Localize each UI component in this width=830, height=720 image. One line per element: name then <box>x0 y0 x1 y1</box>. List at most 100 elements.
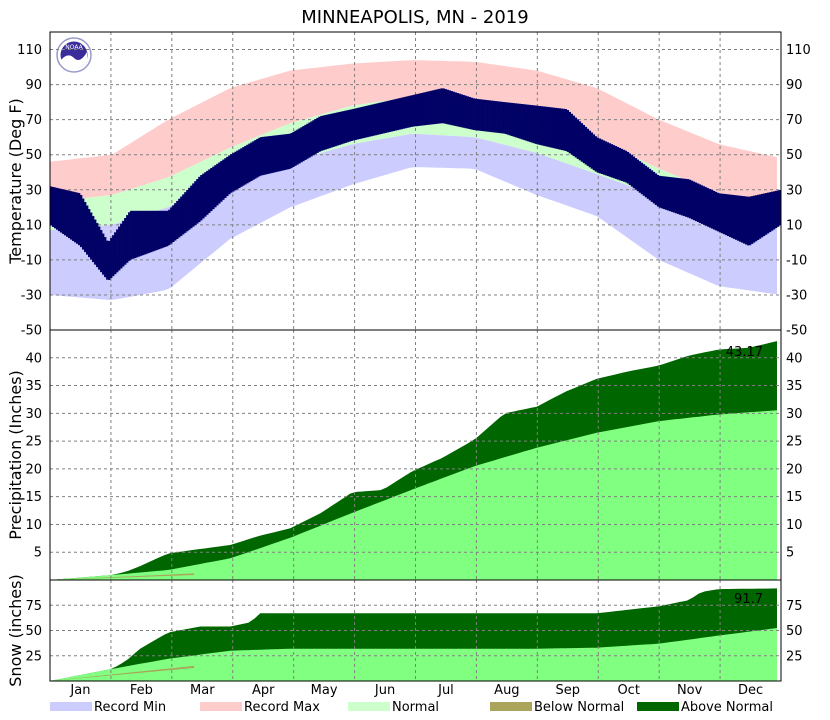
observed-temp-bar <box>268 136 271 174</box>
observed-temp-bar <box>148 210 151 253</box>
observed-temp-bar <box>328 114 331 149</box>
observed-temp-bar <box>536 105 539 145</box>
observed-temp-bar <box>694 182 698 222</box>
observed-temp-bar <box>146 210 149 254</box>
observed-temp-bar <box>118 226 121 271</box>
observed-temp-bar <box>220 161 223 202</box>
observed-temp-bar <box>226 156 229 197</box>
observed-temp-bar <box>758 194 762 239</box>
observed-temp-bar <box>608 143 612 177</box>
observed-temp-bar <box>634 158 638 190</box>
record-min-band <box>50 133 777 300</box>
observed-temp-bar <box>532 105 535 144</box>
observed-temp-bar <box>200 175 203 221</box>
y-tick-label-right: 75 <box>786 599 803 614</box>
y-tick-label-left: 110 <box>17 43 42 58</box>
observed-temp-bar <box>332 113 335 147</box>
y-tick-label-right: 20 <box>786 462 803 477</box>
y-tick-label-left: 25 <box>25 649 42 664</box>
observed-temp-bar <box>524 104 527 141</box>
observed-temp-bar <box>708 189 712 228</box>
observed-temp-bar <box>196 179 199 224</box>
y-tick-label-left: 30 <box>25 407 42 422</box>
observed-temp-bar <box>664 176 668 210</box>
observed-temp-bar <box>484 99 487 132</box>
legend-label: Record Min <box>94 700 166 715</box>
observed-temp-bar <box>764 193 768 235</box>
observed-temp-bar <box>192 183 195 227</box>
observed-temp-bar <box>630 155 634 187</box>
observed-temp-bar <box>480 99 483 131</box>
observed-temp-bar <box>294 130 297 166</box>
observed-temp-bar <box>150 210 153 253</box>
observed-temp-bar <box>590 132 594 169</box>
observed-temp-bar <box>248 143 251 183</box>
observed-temp-bar <box>512 103 515 137</box>
observed-temp-bar <box>330 113 333 148</box>
observed-temp-bar <box>588 130 592 168</box>
observed-temp-bar <box>486 100 489 132</box>
observed-temp-bar <box>564 109 568 151</box>
observed-temp-bar <box>462 94 465 128</box>
observed-temp-bar <box>688 179 692 219</box>
legend-label: Record Max <box>244 700 320 715</box>
observed-temp-bar <box>516 103 519 138</box>
observed-temp-bar <box>366 105 369 138</box>
observed-temp-bar <box>418 93 421 126</box>
observed-temp-bar <box>368 105 371 137</box>
month-label: Aug <box>494 683 519 698</box>
observed-temp-bar <box>472 98 475 130</box>
snow-below-normal-area <box>50 665 195 681</box>
observed-temp-bar <box>736 195 740 241</box>
observed-temp-bar <box>152 210 155 252</box>
observed-temp-bar <box>690 180 694 220</box>
observed-temp-bar <box>654 173 658 205</box>
legend-swatch <box>50 702 92 711</box>
observed-temp-bar <box>574 117 578 158</box>
observed-temp-bar <box>348 109 351 142</box>
observed-temp-bar <box>530 105 533 143</box>
observed-temp-bar <box>242 147 245 186</box>
observed-temp-bar <box>456 93 459 127</box>
observed-temp-bar <box>292 131 295 167</box>
observed-temp-bar <box>710 189 714 229</box>
observed-temp-bar <box>166 210 169 247</box>
observed-temp-bar <box>310 121 313 157</box>
observed-temp-bar <box>378 102 381 135</box>
observed-temp-bar <box>202 173 205 219</box>
y-tick-label-right: 40 <box>786 351 803 366</box>
observed-temp-bar <box>528 104 531 142</box>
observed-temp-bar <box>132 210 135 259</box>
observed-temp-bar <box>98 226 101 270</box>
observed-temp-bar <box>180 196 183 236</box>
observed-temp-bar <box>552 107 555 149</box>
observed-temp-bar <box>538 105 541 145</box>
observed-temp-bar <box>692 181 696 221</box>
month-axis: Jan Feb Mar Apr May Jun Jul Aug Sep Oct Nov Dec <box>49 31 782 698</box>
observed-temp-bar <box>228 155 231 195</box>
observed-temp-bar <box>144 210 147 255</box>
observed-temp-bar <box>666 176 670 211</box>
observed-temp-bar <box>760 193 764 238</box>
y-tick-label-right: 50 <box>786 624 803 639</box>
observed-temp-bar <box>586 128 590 166</box>
observed-temp-bar <box>740 195 744 243</box>
observed-temp-bar <box>772 191 776 230</box>
month-label: Dec <box>738 683 763 698</box>
month-label: Jul <box>437 683 454 698</box>
observed-temp-bar <box>56 187 59 230</box>
observed-temp-bar <box>768 192 772 233</box>
observed-temp-bar <box>88 209 91 258</box>
observed-temp-bar <box>548 107 551 148</box>
y-tick-label-left: 35 <box>25 379 42 394</box>
observed-temp-bar <box>452 91 455 126</box>
observed-temp-bar <box>72 191 75 241</box>
legend-label: Normal <box>392 700 439 715</box>
observed-temp-bar <box>246 144 249 184</box>
observed-temp-bar <box>636 159 640 192</box>
observed-temp-bar <box>542 106 545 146</box>
legend-swatch <box>490 702 532 711</box>
observed-temp-bar <box>518 103 521 139</box>
observed-temp-bar <box>390 100 393 132</box>
observed-temp-bar <box>618 147 622 181</box>
